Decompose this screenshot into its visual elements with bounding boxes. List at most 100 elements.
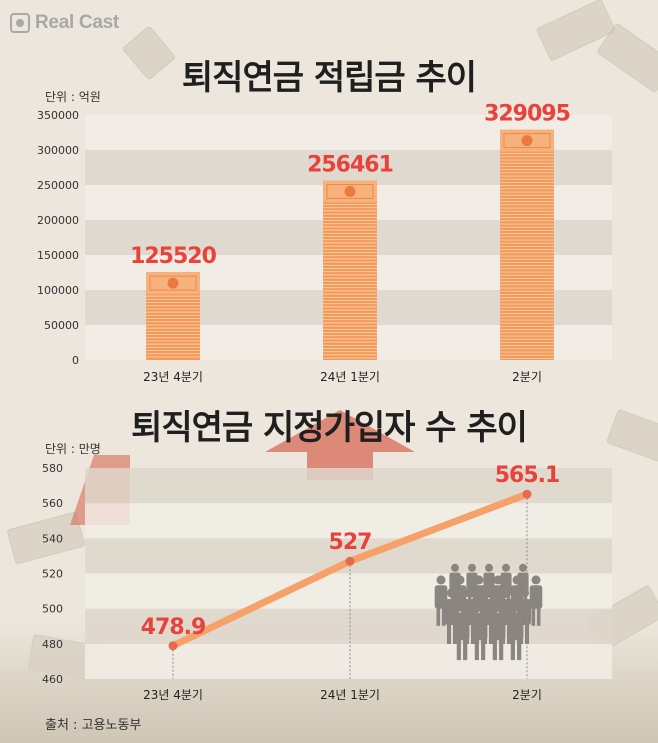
person-head — [501, 588, 511, 598]
y-tick-label: 250000 — [37, 179, 79, 192]
person-head — [483, 588, 493, 598]
y-tick-label: 460 — [42, 673, 63, 686]
source-note: 출처 : 고용노동부 — [45, 718, 142, 733]
data-point — [522, 489, 532, 499]
person-leg — [481, 637, 486, 661]
person-head — [531, 575, 541, 585]
y-tick-label: 560 — [42, 497, 63, 510]
bar-data-label: 125520 — [130, 244, 217, 269]
y-tick-label: 350000 — [37, 109, 79, 122]
person-head — [451, 563, 459, 572]
brand-logo: Real Cast — [10, 12, 119, 34]
person-icon — [454, 601, 470, 661]
bar-bill-border — [326, 183, 374, 199]
y-tick-label: 500 — [42, 603, 63, 616]
chart-2-unit-label: 단위 : 만명 — [45, 442, 101, 456]
person-leg — [441, 606, 446, 626]
y-tick-label: 200000 — [37, 214, 79, 227]
y-tick-label: 540 — [42, 532, 63, 545]
person-head — [465, 588, 475, 598]
person-head — [447, 588, 457, 598]
person-icon — [529, 575, 543, 626]
bar-1 — [146, 272, 200, 360]
person-body — [529, 585, 543, 609]
person-icon — [508, 601, 524, 661]
person-head — [485, 563, 493, 572]
y-tick-label: 520 — [42, 568, 63, 581]
person-leg — [536, 606, 541, 626]
person-body — [508, 612, 524, 641]
person-leg — [510, 637, 515, 661]
person-icon — [434, 575, 448, 626]
person-body — [490, 612, 506, 641]
person-head — [510, 601, 522, 612]
bar — [323, 180, 377, 360]
grid-band — [85, 643, 612, 679]
person-head — [474, 575, 484, 585]
chart-1-unit-label: 단위 : 억원 — [45, 90, 101, 104]
data-point — [345, 556, 355, 566]
person-head — [512, 575, 522, 585]
bar-bill-coin — [521, 135, 533, 147]
x-tick-label: 24년 1분기 — [320, 688, 380, 702]
bar-bill-coin — [167, 277, 179, 289]
person-body — [472, 612, 488, 641]
chart-2-title: 퇴직연금 지정가입자 수 추이 — [131, 408, 528, 448]
bar-2 — [323, 180, 377, 360]
bar-bill-border — [149, 275, 197, 291]
person-body — [454, 612, 470, 641]
x-tick-label: 23년 4분기 — [143, 370, 203, 384]
x-tick-label: 2분기 — [512, 688, 542, 702]
x-tick-label: 2분기 — [512, 370, 542, 384]
person-leg — [492, 637, 497, 661]
y-tick-label: 50000 — [44, 319, 79, 332]
person-head — [502, 563, 510, 572]
y-tick-label: 480 — [42, 638, 63, 651]
person-head — [474, 601, 486, 612]
chart-1-title: 퇴직연금 적립금 추이 — [181, 58, 477, 98]
person-icon — [472, 601, 488, 661]
person-head — [436, 575, 446, 585]
data-point — [168, 641, 178, 651]
person-leg — [463, 637, 468, 661]
logo-icon — [10, 13, 30, 33]
point-data-label: 478.9 — [141, 615, 206, 640]
bar-bill-border — [503, 133, 551, 149]
person-head — [492, 601, 504, 612]
x-tick-label: 23년 4분기 — [143, 688, 203, 702]
grid-band — [85, 503, 612, 539]
person-leg — [499, 637, 504, 661]
person-leg — [456, 637, 461, 661]
person-leg — [531, 606, 536, 626]
bar-data-label: 329095 — [484, 102, 570, 127]
person-head — [519, 588, 529, 598]
person-head — [493, 575, 503, 585]
person-leg — [517, 637, 522, 661]
bar — [500, 129, 554, 360]
people-crowd-icon — [434, 563, 543, 661]
person-icon — [490, 601, 506, 661]
bar-3 — [500, 129, 554, 360]
bar-bill-coin — [344, 185, 356, 197]
person-leg — [447, 622, 451, 644]
point-data-label: 565.1 — [495, 463, 560, 488]
bar-data-label: 256461 — [307, 152, 393, 177]
person-body — [434, 585, 448, 609]
logo-text: Real Cast — [35, 12, 119, 33]
person-head — [455, 575, 465, 585]
y-tick-label: 0 — [72, 354, 79, 367]
person-leg — [436, 606, 441, 626]
y-tick-label: 300000 — [37, 144, 79, 157]
y-tick-label: 580 — [42, 462, 63, 475]
person-leg — [474, 637, 479, 661]
person-head — [456, 601, 468, 612]
person-leg — [525, 622, 529, 644]
y-tick-label: 150000 — [37, 249, 79, 262]
person-head — [519, 563, 527, 572]
x-tick-label: 24년 1분기 — [320, 370, 380, 384]
person-head — [468, 563, 476, 572]
y-tick-label: 100000 — [37, 284, 79, 297]
point-data-label: 527 — [329, 530, 372, 555]
